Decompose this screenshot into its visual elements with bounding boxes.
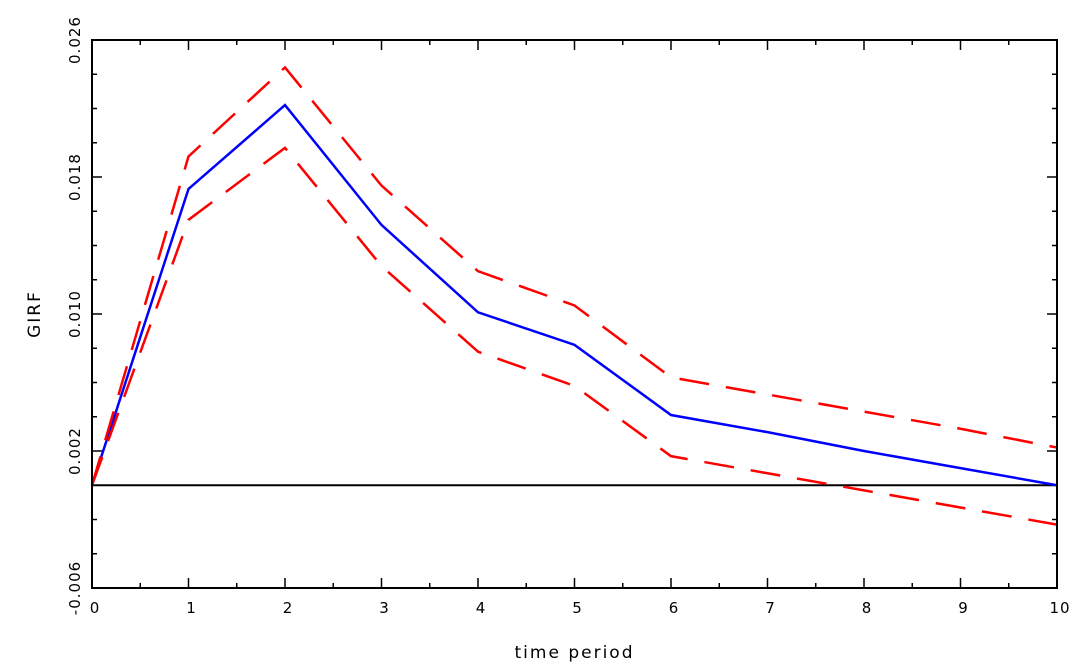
x-tick-label: 6 bbox=[669, 599, 680, 617]
x-tick-label: 0 bbox=[90, 599, 101, 617]
x-tick-label: 4 bbox=[476, 599, 487, 617]
x-tick-label: 1 bbox=[186, 599, 197, 617]
series-layer bbox=[90, 65, 1058, 526]
y-tick-label: 0.010 bbox=[66, 290, 84, 338]
x-tick-label: 5 bbox=[572, 599, 583, 617]
y-axis-title: GIRF bbox=[25, 290, 45, 338]
plot-frame bbox=[91, 39, 1058, 589]
ticks bbox=[91, 39, 1058, 589]
x-tick-label: 2 bbox=[283, 599, 294, 617]
series-line-upper-band bbox=[90, 65, 1058, 486]
y-tick-label: -0.006 bbox=[66, 561, 84, 615]
x-tick-label: 3 bbox=[379, 599, 390, 617]
x-tick-label: 10 bbox=[1049, 599, 1070, 617]
y-tick-label: 0.002 bbox=[66, 427, 84, 475]
x-tick-label: 8 bbox=[862, 599, 873, 617]
x-tick-label: 9 bbox=[958, 599, 969, 617]
tick-labels: 0 1 2 3 4 5 6 7 8 9 10 -0.006 0.002 0.010 0.018 0.026 bbox=[66, 16, 1070, 617]
x-axis-title: time period bbox=[515, 643, 635, 663]
y-tick-label: 0.018 bbox=[66, 153, 84, 201]
series-line-estimate bbox=[90, 103, 1058, 487]
y-tick-label: 0.026 bbox=[66, 16, 84, 64]
series-line-lower-band bbox=[90, 146, 1058, 526]
x-tick-label: 7 bbox=[765, 599, 776, 617]
